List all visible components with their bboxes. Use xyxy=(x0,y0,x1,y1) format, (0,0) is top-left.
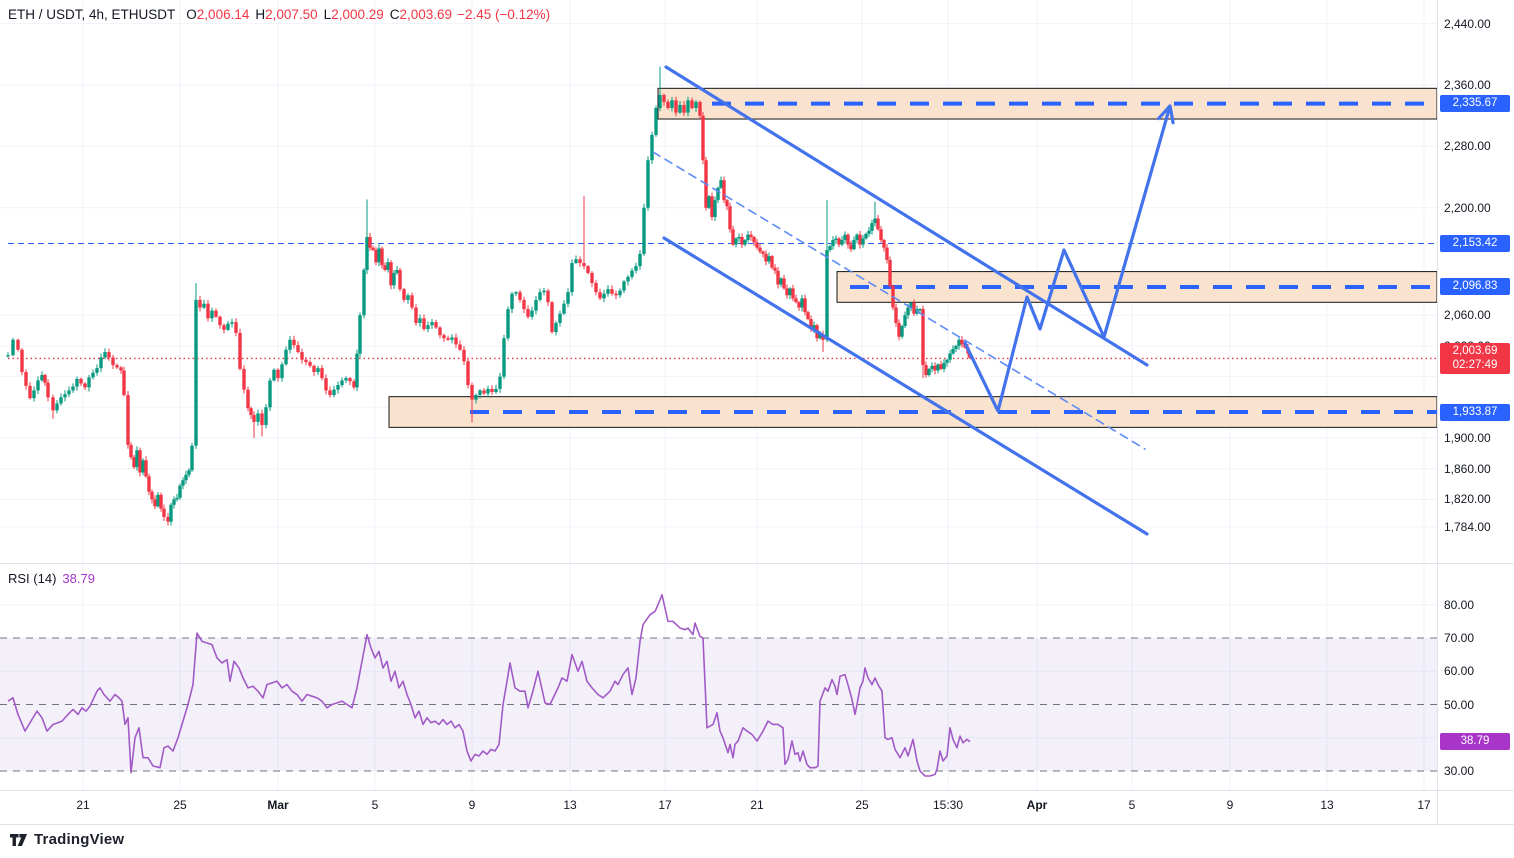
rsi-value-badge: 38.79 xyxy=(1440,733,1510,751)
candlestick-series[interactable] xyxy=(6,66,972,526)
time-tick: 9 xyxy=(468,798,476,812)
tradingview-logo-text: TradingView xyxy=(34,831,125,848)
rsi-axis-label: 30.00 xyxy=(1444,764,1475,778)
time-axis[interactable]: 21 25 Mar 5 9 13 17 21 25 15:30 Apr 5 9 13 17 xyxy=(0,790,1437,824)
channel-midline[interactable] xyxy=(652,151,1146,450)
price-axis-label: 2,440.00 xyxy=(1444,16,1491,31)
time-tick: 9 xyxy=(1226,798,1234,812)
ohlc-key: O xyxy=(186,7,197,22)
chart-canvas[interactable] xyxy=(0,0,1437,824)
price-axis-label: 1,820.00 xyxy=(1444,492,1491,507)
time-tick: 13 xyxy=(1320,798,1334,812)
rsi-name: RSI (14) xyxy=(8,571,57,586)
time-tick: 21 xyxy=(750,798,764,812)
time-tick: Apr xyxy=(1026,798,1048,812)
axis-border xyxy=(1437,0,1438,824)
ohlc-key: H xyxy=(255,7,266,22)
ohlc-value: 2,000.29 xyxy=(331,7,384,22)
time-tick: 17 xyxy=(658,798,672,812)
time-tick: 15:30 xyxy=(932,798,964,812)
price-axis-label: 2,200.00 xyxy=(1444,200,1491,215)
time-tick: 25 xyxy=(855,798,869,812)
time-tick: 21 xyxy=(76,798,90,812)
price-badge-209683: 2,096.83 xyxy=(1440,278,1510,296)
pane-separator[interactable] xyxy=(0,563,1514,564)
time-tick: 17 xyxy=(1417,798,1431,812)
ohlc-value: 2,006.14 xyxy=(196,7,250,22)
tradingview-logo-icon xyxy=(10,833,27,846)
time-tick: 13 xyxy=(563,798,577,812)
rsi-band xyxy=(0,637,1437,772)
price-axis[interactable]: 2,440.00 2,360.00 2,280.00 2,200.00 2,060.00… xyxy=(1437,0,1514,824)
symbol-title[interactable]: ETH / USDT, 4h, ETHUSDT xyxy=(8,7,176,22)
time-tick: 5 xyxy=(371,798,379,812)
price-axis-label: 1,900.00 xyxy=(1444,431,1491,445)
rsi-axis-label: 70.00 xyxy=(1444,631,1475,645)
ohlc-key: L xyxy=(323,7,332,22)
time-tick: 5 xyxy=(1128,798,1136,812)
price-axis-label: 2,060.00 xyxy=(1444,308,1491,323)
time-tick: 25 xyxy=(173,798,187,812)
price-badge-193387: 1,933.87 xyxy=(1440,403,1510,421)
rsi-axis-label: 50.00 xyxy=(1444,697,1475,712)
price-axis-label: 1,860.00 xyxy=(1444,461,1491,476)
time-tick: Mar xyxy=(267,798,289,812)
rsi-value: 38.79 xyxy=(62,571,95,586)
rsi-axis-label: 60.00 xyxy=(1444,664,1475,679)
supply-zone[interactable] xyxy=(657,87,1437,120)
price-badge-215342: 2,153.42 xyxy=(1440,235,1510,253)
footer-border xyxy=(0,824,1514,825)
ohlc-key: C xyxy=(389,7,400,22)
rsi-indicator-header[interactable]: RSI (14) 38.79 xyxy=(8,571,95,586)
price-axis-label: 1,784.00 xyxy=(1444,520,1491,535)
resistance-zone[interactable] xyxy=(836,271,1437,303)
price-axis-label: 2,360.00 xyxy=(1444,78,1491,92)
rsi-axis-label: 80.00 xyxy=(1444,597,1475,612)
price-badge-233567: 2,335.67 xyxy=(1440,95,1510,113)
tradingview-attribution[interactable]: TradingView xyxy=(10,831,124,848)
channel-upper[interactable] xyxy=(664,65,1149,367)
rsi-line[interactable] xyxy=(7,593,971,777)
projection-path[interactable] xyxy=(963,104,1175,413)
time-axis-border xyxy=(0,790,1514,791)
ohlc-value: 2,003.69 xyxy=(399,7,453,22)
demand-zone[interactable] xyxy=(388,396,1437,428)
symbol-header[interactable]: ETH / USDT, 4h, ETHUSDT O2,006.14 H2,007.… xyxy=(8,7,550,22)
ohlc-value: 2,007.50 xyxy=(265,7,318,22)
change-value: −2.45 (−0.12%) xyxy=(457,7,551,22)
ohlc-values: O2,006.14 H2,007.50 L2,000.29 C2,003.69 xyxy=(180,7,452,22)
price-axis-label: 2,280.00 xyxy=(1444,139,1491,154)
price-badge-200369: 2,003.69 02:27:49 xyxy=(1440,343,1510,375)
channel-lower[interactable] xyxy=(662,236,1149,536)
